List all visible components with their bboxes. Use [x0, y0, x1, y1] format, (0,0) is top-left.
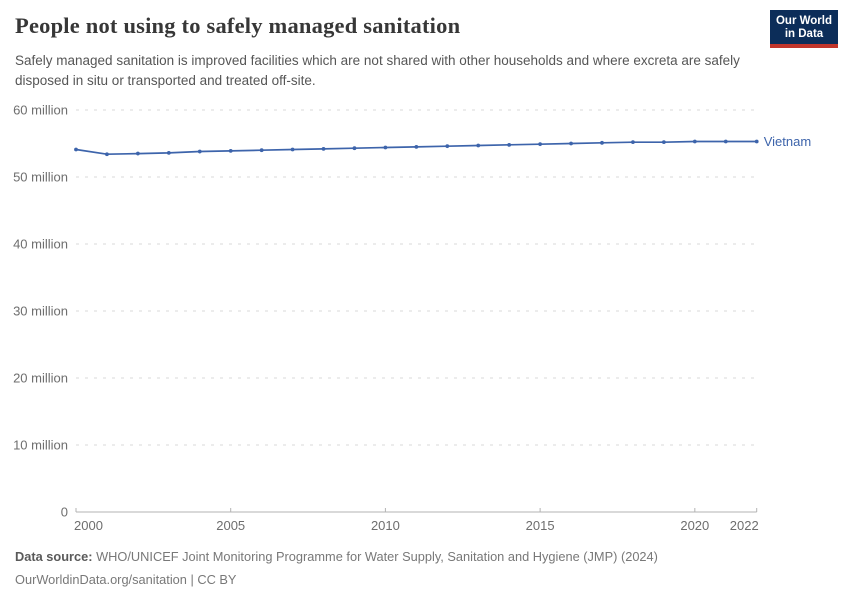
data-point[interactable] — [414, 144, 419, 149]
data-point[interactable] — [290, 147, 295, 152]
data-point[interactable] — [383, 145, 388, 150]
x-axis-label: 2010 — [371, 518, 400, 533]
data-point[interactable] — [507, 142, 512, 147]
data-point[interactable] — [259, 148, 264, 153]
data-point[interactable] — [692, 139, 697, 144]
data-source-label: Data source: — [15, 549, 93, 564]
data-point[interactable] — [631, 140, 635, 145]
y-axis-label: 30 million — [13, 304, 68, 319]
data-source-line: Data source: WHO/UNICEF Joint Monitoring… — [15, 545, 658, 568]
chart-title: People not using to safely managed sanit… — [15, 13, 461, 38]
x-axis-label: 2020 — [680, 518, 709, 533]
y-axis-label: 40 million — [13, 237, 68, 252]
data-point[interactable] — [105, 152, 109, 157]
data-point[interactable] — [352, 146, 357, 151]
x-axis-label: 2022 — [730, 518, 759, 533]
x-axis-label: 2015 — [526, 518, 555, 533]
chart-subtitle: Safely managed sanitation is improved fa… — [15, 53, 740, 88]
y-axis-label: 10 million — [13, 438, 68, 453]
x-axis-label: 2005 — [216, 518, 245, 533]
data-point[interactable] — [197, 149, 202, 154]
y-axis-label: 60 million — [13, 103, 68, 118]
data-point[interactable] — [228, 148, 233, 153]
data-point[interactable] — [661, 140, 666, 145]
chart-footer: Data source: WHO/UNICEF Joint Monitoring… — [15, 545, 658, 591]
x-axis-label: 2000 — [74, 518, 103, 533]
owid-logo[interactable]: Our World in Data — [770, 10, 838, 48]
data-point[interactable] — [74, 147, 78, 152]
data-point[interactable] — [600, 140, 604, 145]
data-point[interactable] — [321, 146, 326, 151]
data-point[interactable] — [538, 142, 543, 147]
data-point[interactable] — [754, 139, 759, 144]
y-axis-label: 0 — [61, 505, 68, 520]
y-axis-label: 50 million — [13, 170, 68, 185]
data-point[interactable] — [445, 144, 450, 149]
data-point[interactable] — [166, 150, 171, 155]
owid-logo-line1: Our World — [775, 15, 832, 27]
license-line: OurWorldinData.org/sanitation | CC BY — [15, 572, 237, 587]
data-point[interactable] — [476, 143, 481, 148]
data-source-text: WHO/UNICEF Joint Monitoring Programme fo… — [92, 549, 658, 564]
series-label-vietnam[interactable]: Vietnam — [764, 134, 811, 149]
data-point[interactable] — [723, 139, 728, 144]
data-point[interactable] — [569, 141, 573, 146]
y-axis-label: 20 million — [13, 371, 68, 386]
owid-logo-line2: in Data — [784, 28, 824, 40]
data-point[interactable] — [135, 151, 140, 156]
